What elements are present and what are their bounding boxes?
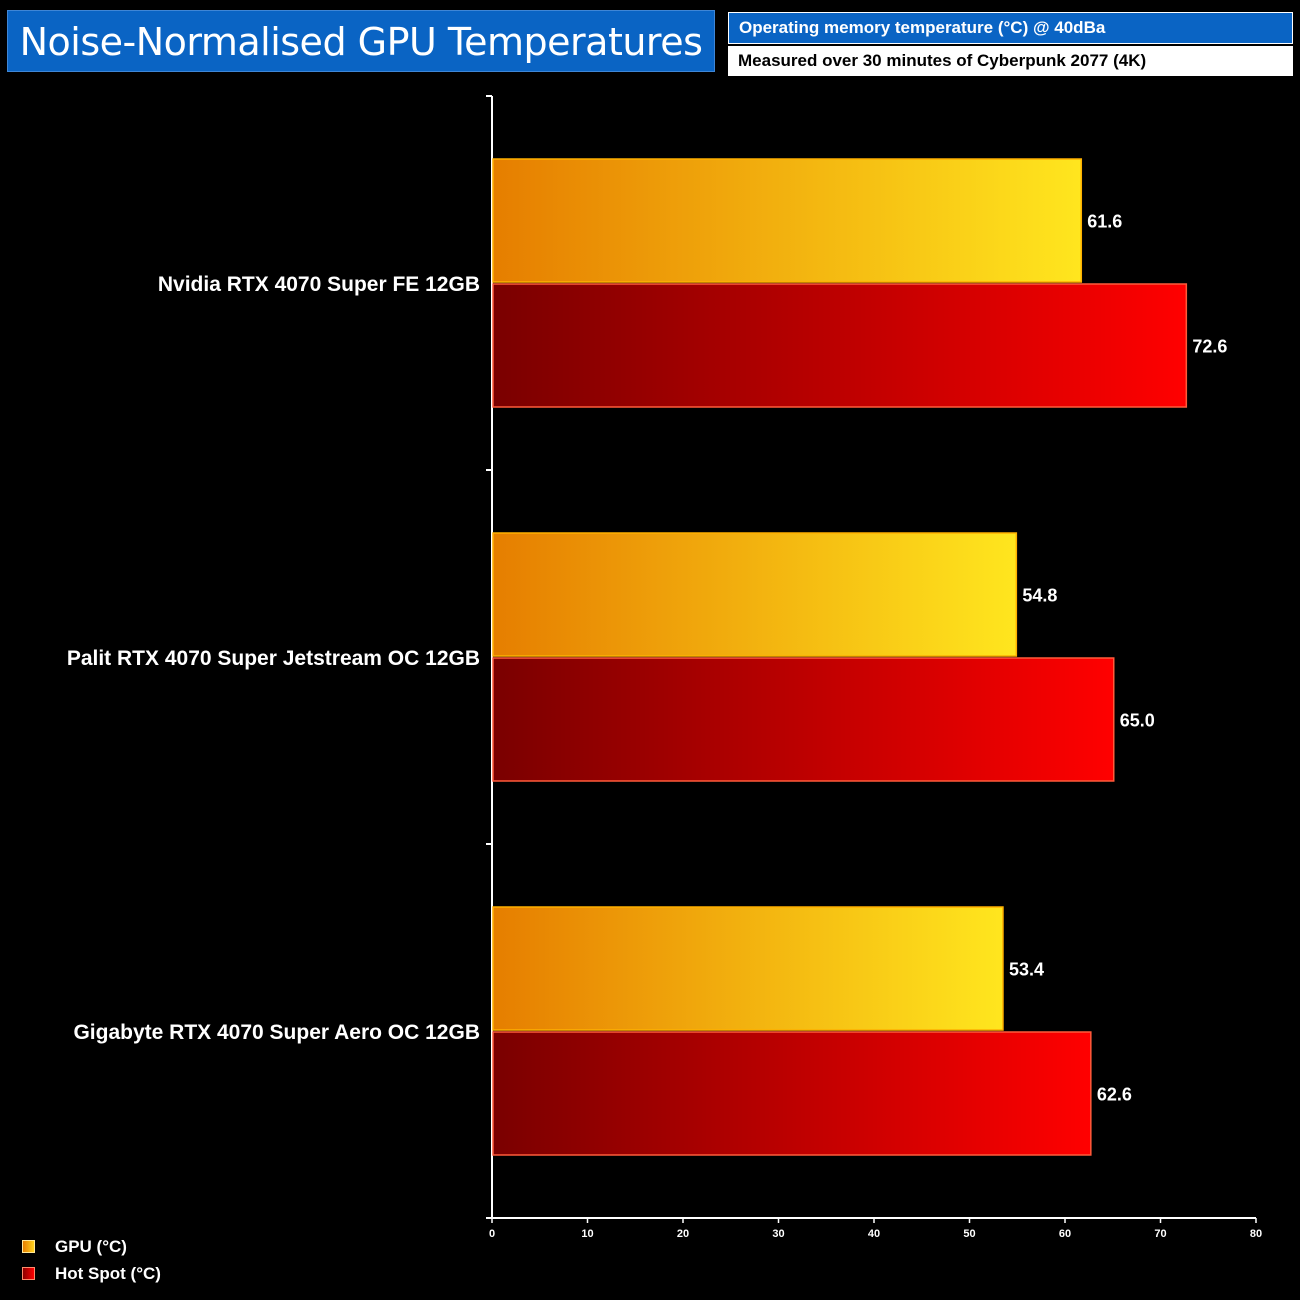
category-label: Gigabyte RTX 4070 Super Aero OC 12GB	[73, 1021, 480, 1044]
legend-label-gpu: GPU (°C)	[55, 1237, 127, 1256]
x-tick-label: 30	[772, 1228, 784, 1240]
bar-gpu	[492, 532, 1018, 657]
chart-subtitle-metric: Operating memory temperature (°C) @ 40dB…	[728, 12, 1293, 44]
bar-gpu	[492, 906, 1004, 1031]
legend-swatch-gpu	[22, 1240, 35, 1253]
data-label-hotspot: 65.0	[1120, 711, 1155, 731]
data-label-hotspot: 72.6	[1192, 337, 1227, 357]
legend-item-hotspot: Hot Spot (°C)	[22, 1264, 161, 1284]
data-label-gpu: 61.6	[1087, 212, 1122, 232]
bar-hotspot	[492, 283, 1188, 408]
legend-label-hotspot: Hot Spot (°C)	[55, 1264, 161, 1283]
category-label: Palit RTX 4070 Super Jetstream OC 12GB	[67, 647, 480, 670]
x-tick-label: 0	[489, 1228, 495, 1240]
data-label-hotspot: 62.6	[1097, 1085, 1132, 1105]
chart-subtitle-test: Measured over 30 minutes of Cyberpunk 20…	[728, 46, 1293, 76]
x-tick-label: 20	[677, 1228, 689, 1240]
legend-swatch-hotspot	[22, 1267, 35, 1280]
x-tick-label: 40	[868, 1228, 880, 1240]
x-tick-label: 50	[963, 1228, 975, 1240]
x-tick-label: 80	[1250, 1228, 1262, 1240]
bar-hotspot	[492, 1031, 1092, 1156]
category-label: Nvidia RTX 4070 Super FE 12GB	[158, 273, 480, 296]
bar-hotspot	[492, 657, 1115, 782]
x-tick-label: 10	[581, 1228, 593, 1240]
chart-title: Noise-Normalised GPU Temperatures	[7, 10, 715, 72]
x-tick-label: 70	[1154, 1228, 1166, 1240]
legend-item-gpu: GPU (°C)	[22, 1237, 127, 1257]
data-label-gpu: 53.4	[1009, 960, 1044, 980]
bar-gpu	[492, 158, 1083, 283]
x-tick-label: 60	[1059, 1228, 1071, 1240]
data-label-gpu: 54.8	[1022, 586, 1057, 606]
